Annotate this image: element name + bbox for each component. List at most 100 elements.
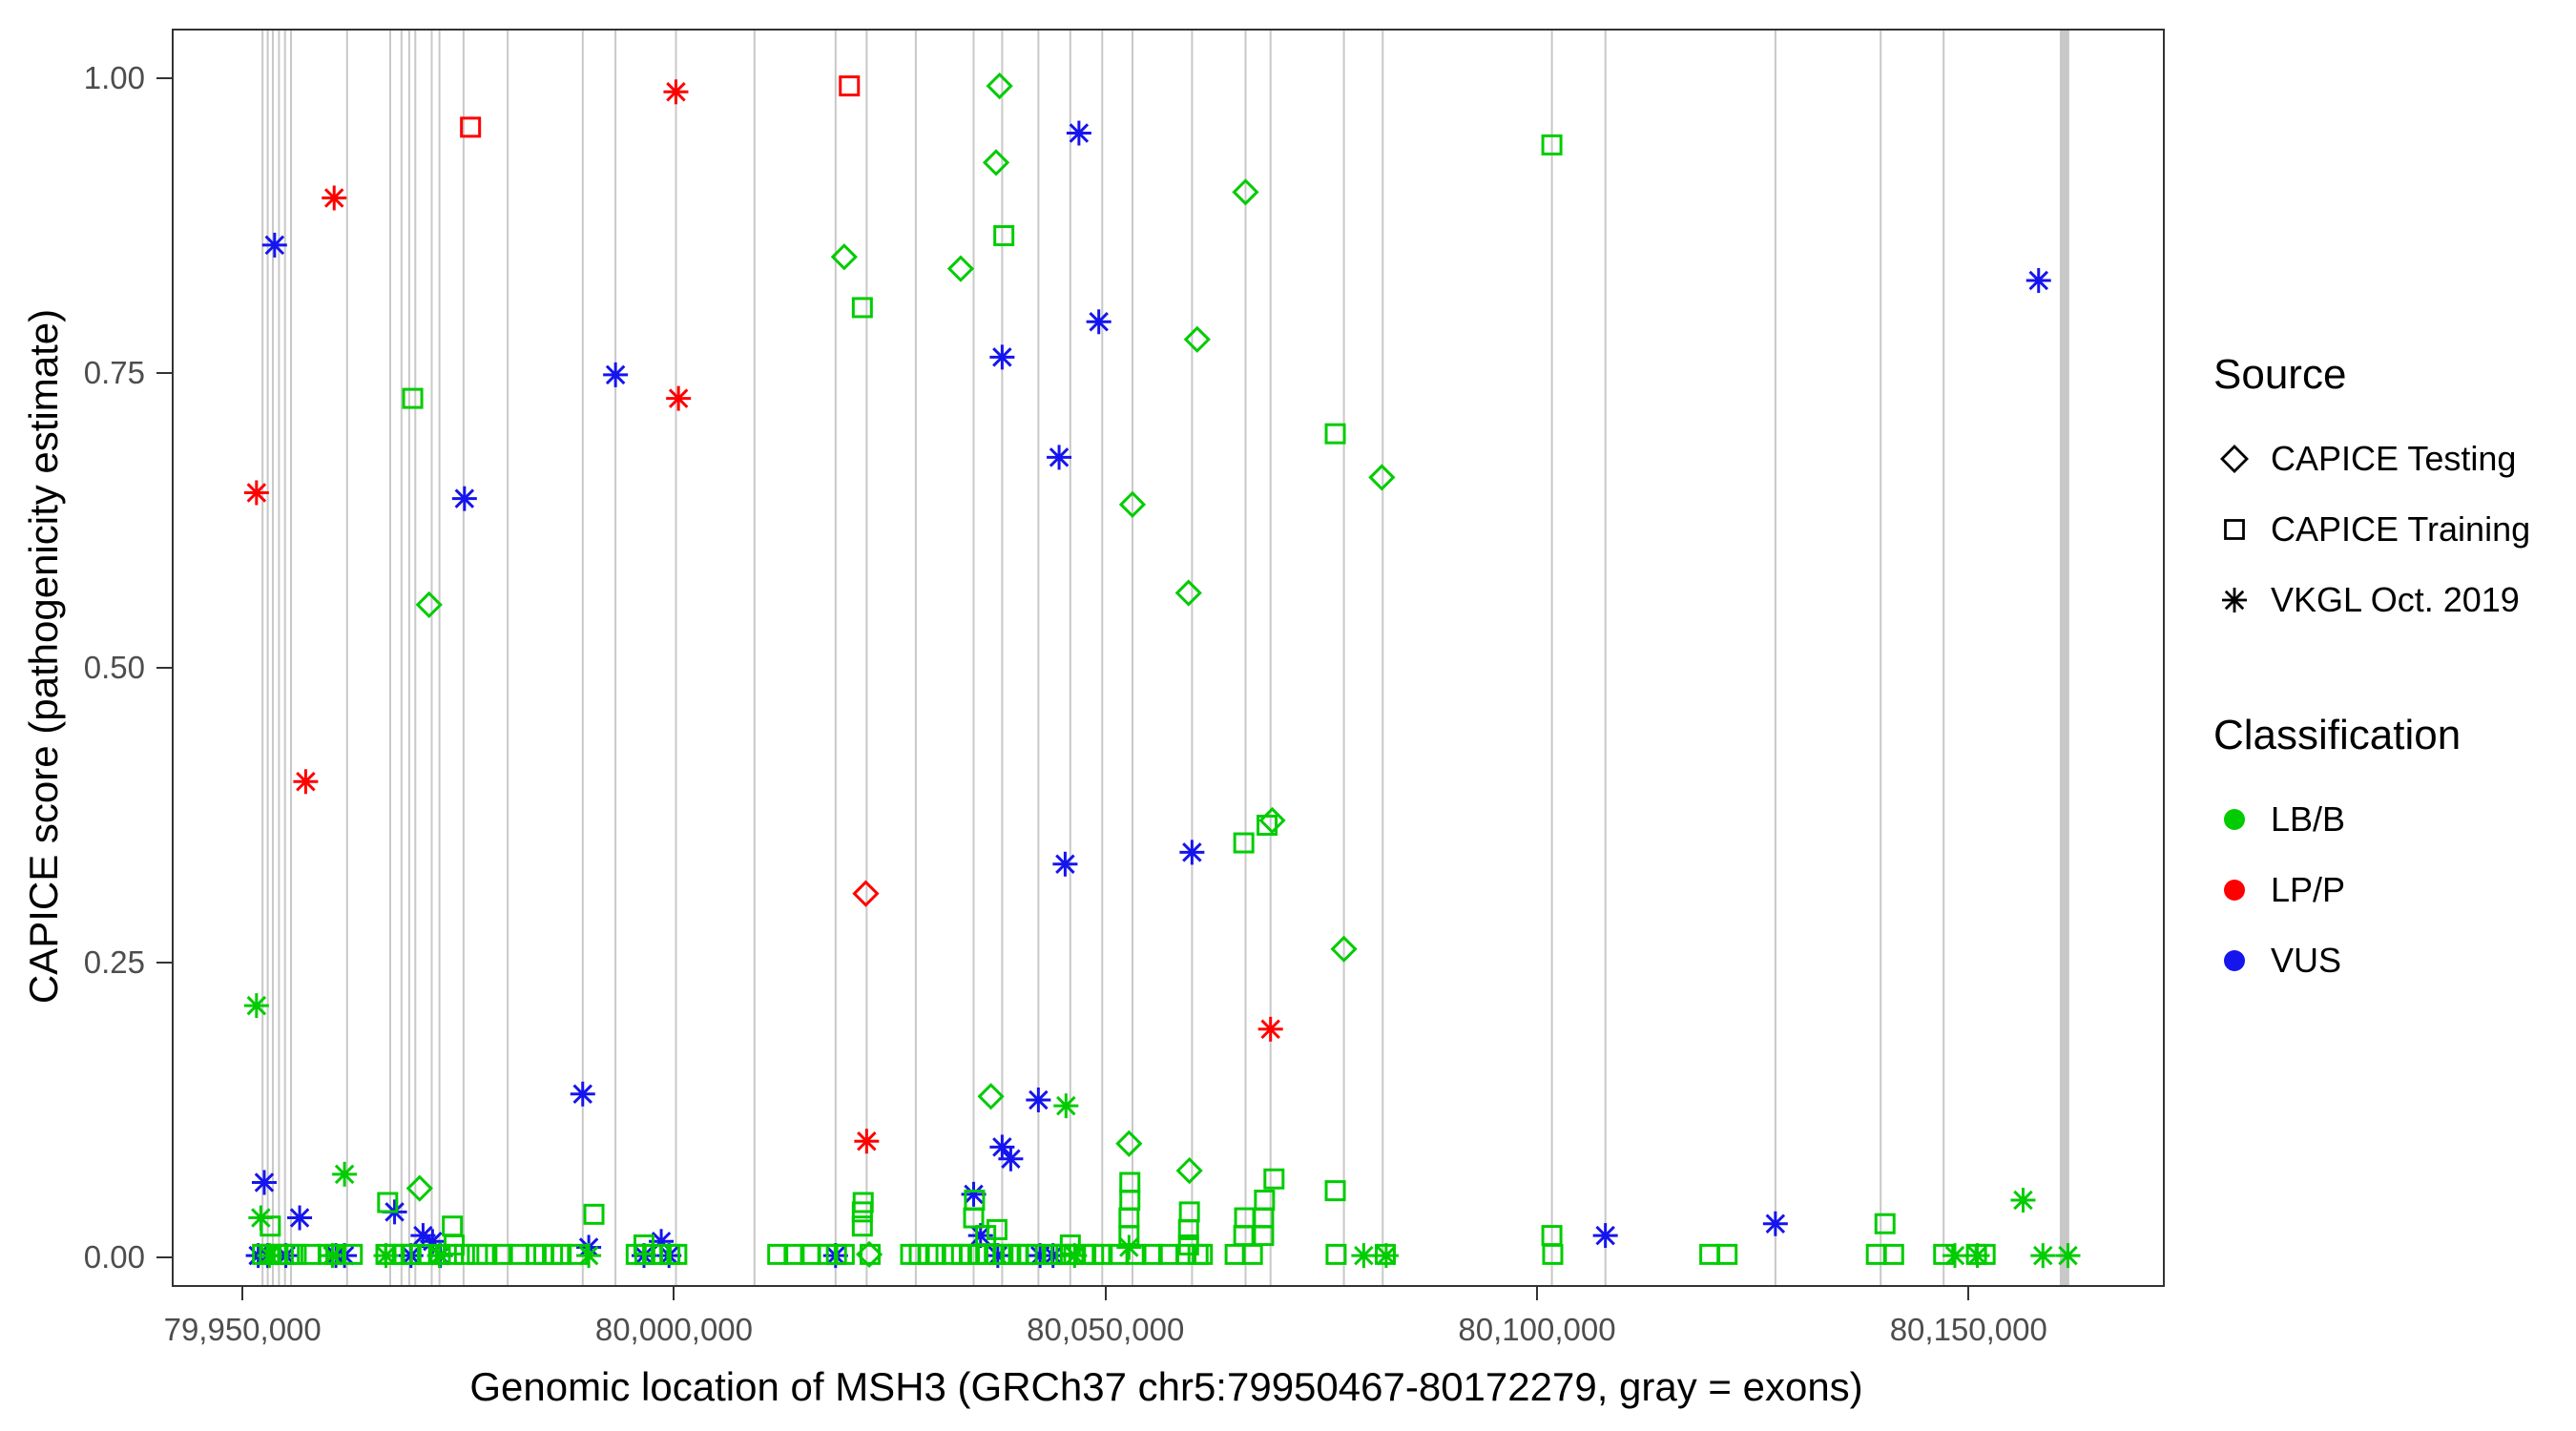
point-training-square bbox=[1025, 1243, 1047, 1265]
point-training-square bbox=[1542, 1243, 1564, 1265]
vus-dot-icon bbox=[2224, 950, 2245, 971]
legend-classification-title: Classification bbox=[2213, 712, 2462, 758]
legend-label-lbb: LB/B bbox=[2271, 799, 2346, 839]
point-training-square bbox=[1119, 1172, 1141, 1193]
point-training-square bbox=[377, 1192, 399, 1213]
legend-item-vus: VUS bbox=[2213, 925, 2530, 996]
x-tick-mark bbox=[673, 1285, 675, 1300]
point-training-square bbox=[1175, 1243, 1197, 1265]
plot-panel bbox=[172, 29, 2165, 1287]
diamond-icon bbox=[2220, 445, 2249, 473]
point-training-square bbox=[285, 1243, 307, 1265]
point-testing-diamond bbox=[1330, 935, 1358, 963]
point-training-square bbox=[1874, 1213, 1896, 1234]
point-training-square bbox=[1192, 1243, 1214, 1265]
x-tick-label: 80,050,000 bbox=[1027, 1312, 1185, 1347]
point-vkgl-asterisk bbox=[666, 82, 686, 102]
point-training-square bbox=[1233, 1225, 1255, 1247]
point-testing-diamond bbox=[946, 255, 975, 282]
point-testing-diamond bbox=[852, 880, 880, 907]
point-training-square bbox=[1974, 1243, 1996, 1265]
point-vkgl-asterisk bbox=[2013, 1190, 2033, 1211]
square-icon bbox=[2224, 519, 2245, 540]
point-training-square bbox=[1865, 1243, 1887, 1265]
point-training-square bbox=[1091, 1243, 1113, 1265]
legend: Source CAPICE Testing CAPICE Training bbox=[2213, 351, 2530, 996]
point-vkgl-asterisk bbox=[264, 235, 285, 256]
x-tick-label: 80,000,000 bbox=[594, 1312, 754, 1347]
point-training-square bbox=[986, 1218, 1008, 1240]
point-training-square bbox=[402, 387, 424, 409]
point-training-square bbox=[567, 1243, 589, 1265]
point-training-square bbox=[1254, 1190, 1276, 1212]
point-training-square bbox=[342, 1243, 364, 1265]
y-tick-mark bbox=[156, 961, 172, 964]
lpp-dot-icon bbox=[2224, 880, 2245, 901]
legend-label-lpp: LP/P bbox=[2271, 870, 2346, 909]
point-training-square bbox=[852, 1192, 874, 1213]
point-vkgl-asterisk bbox=[1182, 842, 1202, 862]
point-training-square bbox=[851, 297, 873, 319]
point-training-square bbox=[1063, 1243, 1085, 1265]
point-training-square bbox=[1324, 423, 1346, 445]
point-training-square bbox=[1233, 832, 1255, 854]
point-testing-diamond bbox=[1174, 579, 1202, 607]
point-vkgl-asterisk bbox=[296, 772, 316, 792]
point-testing-diamond bbox=[1118, 490, 1147, 518]
point-vkgl-asterisk bbox=[246, 995, 267, 1016]
point-vkgl-asterisk bbox=[2058, 1245, 2078, 1266]
point-vkgl-asterisk bbox=[572, 1084, 593, 1105]
point-training-square bbox=[260, 1215, 281, 1237]
point-training-square bbox=[583, 1203, 605, 1225]
point-testing-diamond bbox=[982, 149, 1010, 176]
y-tick-label: 0.50 bbox=[83, 649, 145, 685]
point-training-square bbox=[442, 1215, 464, 1237]
x-axis-title: Genomic location of MSH3 (GRCh37 chr5:79… bbox=[469, 1364, 1863, 1409]
point-training-square bbox=[443, 1243, 465, 1265]
point-vkgl-asterisk bbox=[668, 388, 689, 408]
point-vkgl-asterisk bbox=[651, 1232, 672, 1252]
point-vkgl-asterisk bbox=[413, 1225, 433, 1246]
y-tick-label: 1.00 bbox=[83, 59, 145, 95]
point-vkgl-asterisk bbox=[1028, 1089, 1049, 1110]
point-training-square bbox=[839, 75, 861, 97]
point-training-square bbox=[325, 1243, 347, 1265]
point-vkgl-asterisk bbox=[992, 347, 1012, 367]
point-training-square bbox=[551, 1243, 572, 1265]
point-vkgl-asterisk bbox=[1944, 1245, 1965, 1266]
point-training-square bbox=[460, 116, 482, 138]
point-vkgl-asterisk bbox=[1354, 1245, 1374, 1266]
point-vkgl-asterisk bbox=[334, 1164, 355, 1185]
point-training-square bbox=[1125, 1243, 1147, 1265]
point-vkgl-asterisk bbox=[323, 188, 344, 208]
point-testing-diamond bbox=[1368, 464, 1396, 491]
legend-label-vkgl: VKGL Oct. 2019 bbox=[2271, 580, 2520, 619]
point-vkgl-asterisk bbox=[1376, 1245, 1397, 1266]
point-training-square bbox=[1224, 1243, 1246, 1265]
point-training-square bbox=[924, 1243, 946, 1265]
point-training-square bbox=[1263, 1168, 1285, 1190]
x-tick-label: 80,100,000 bbox=[1458, 1312, 1616, 1347]
y-tick-label: 0.00 bbox=[83, 1238, 145, 1275]
point-training-square bbox=[964, 1190, 986, 1212]
point-training-square bbox=[1541, 134, 1563, 156]
point-training-square bbox=[993, 225, 1015, 247]
point-testing-diamond bbox=[415, 591, 443, 619]
x-tick-mark bbox=[241, 1285, 244, 1300]
point-training-square bbox=[1716, 1243, 1738, 1265]
point-vkgl-asterisk bbox=[1765, 1213, 1786, 1234]
point-training-square bbox=[1933, 1243, 1955, 1265]
legend-source: Source CAPICE Testing CAPICE Training bbox=[2213, 351, 2530, 635]
point-testing-diamond bbox=[1115, 1130, 1143, 1157]
legend-classification: Classification LB/B LP/P VUS bbox=[2213, 712, 2530, 996]
point-testing-diamond bbox=[1232, 178, 1259, 206]
y-tick-label: 0.25 bbox=[83, 944, 145, 980]
point-vkgl-asterisk bbox=[1001, 1149, 1021, 1170]
point-testing-diamond bbox=[986, 72, 1013, 100]
point-training-square bbox=[1374, 1243, 1396, 1265]
point-training-square bbox=[1119, 1190, 1141, 1212]
legend-item-vkgl: VKGL Oct. 2019 bbox=[2213, 565, 2530, 635]
y-tick-label: 0.75 bbox=[83, 354, 145, 390]
legend-item-lbb: LB/B bbox=[2213, 784, 2530, 855]
